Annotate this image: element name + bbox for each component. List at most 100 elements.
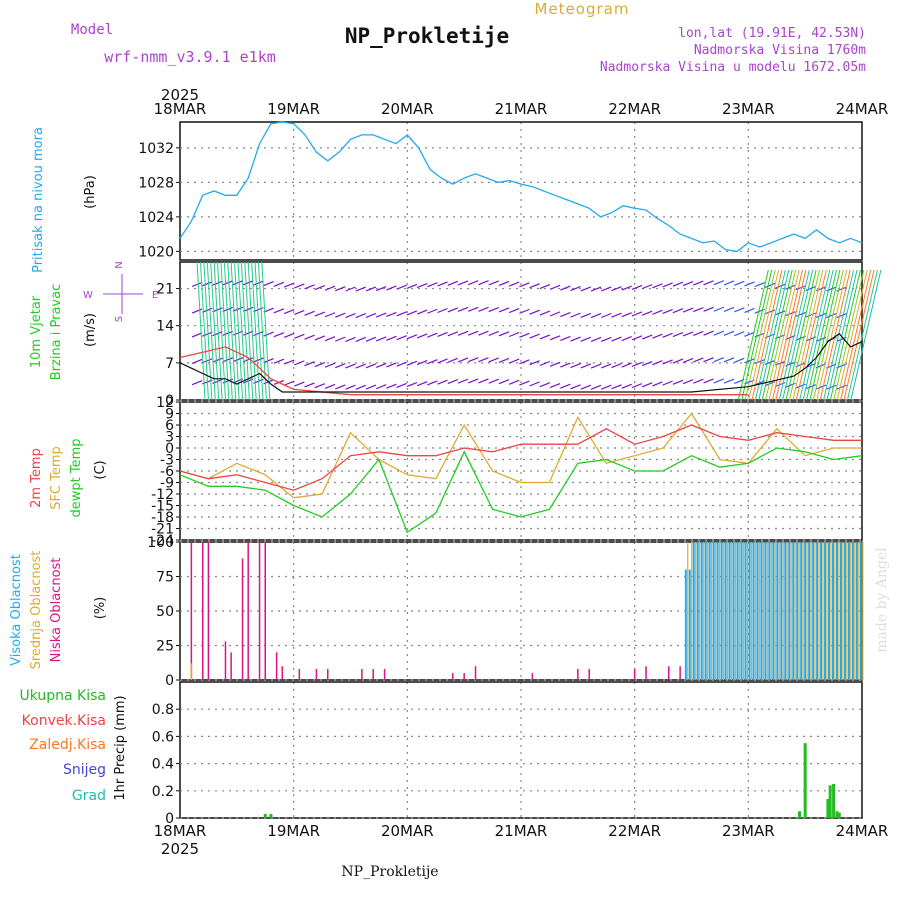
wind-title-line2: Brzina i Pravac [49, 284, 64, 381]
wind-barb-multi [771, 269, 803, 401]
wind-arrow [324, 383, 336, 389]
conv-precip-legend: Konvek.Kisa [22, 713, 106, 729]
wind-barb-multi [802, 269, 834, 401]
y-tick-label: -9 [160, 476, 174, 492]
pressure-line [179, 121, 863, 253]
wind-arrow [560, 383, 571, 389]
wind-arrow [723, 330, 735, 336]
wind-arrow [611, 286, 622, 292]
wind-arrow [590, 313, 602, 319]
wind-arrow [478, 330, 489, 336]
wind-arrow [457, 280, 469, 286]
wind-arrow [682, 280, 694, 287]
wind-arrow [427, 332, 438, 338]
wind-arrow [478, 357, 489, 363]
wind-arrow [580, 384, 592, 390]
wind-gust-line [179, 346, 749, 396]
wind-arrow [212, 357, 223, 363]
compass-north: N [114, 261, 125, 268]
wind-arrow [375, 336, 387, 342]
wind-arrow [580, 286, 592, 292]
wind-barb-green [247, 261, 257, 401]
wind-arrow [386, 311, 397, 318]
pressure-unit: (hPa) [83, 175, 98, 209]
wind-arrow [549, 382, 561, 389]
wind-arrow [314, 284, 326, 291]
wind-arrow [335, 336, 346, 342]
wind-arrow [703, 280, 714, 286]
wind-arrow [314, 311, 326, 317]
wind-arrow [253, 330, 264, 337]
wind-arrow [529, 360, 540, 366]
wind-arrow [304, 284, 315, 290]
wind-arrow [447, 378, 459, 385]
wind-arrow [498, 379, 510, 385]
wind-arrow [693, 357, 704, 363]
precip-bar [826, 798, 830, 818]
wind-speed-line [179, 332, 863, 393]
wind-arrow [570, 336, 581, 342]
wind-arrow [560, 285, 571, 291]
wind-arrow [631, 284, 643, 290]
wind-barb-green [220, 261, 230, 401]
y-tick-label: 0.2 [152, 784, 174, 800]
y-tick-label: 25 [156, 639, 174, 655]
wind-arrow [713, 306, 725, 312]
x-tick-bottom: 18MAR [154, 822, 207, 840]
wind-arrow [529, 381, 540, 387]
wind-arrow [437, 379, 448, 385]
wind-arrow [232, 357, 244, 363]
wind-barb-multi [788, 269, 820, 401]
freezing-precip-legend: Zaledj.Kisa [29, 737, 106, 753]
wind-arrow [222, 357, 233, 363]
wind-arrow [365, 312, 377, 318]
wind-arrow [519, 308, 530, 314]
wind-arrow [805, 312, 817, 318]
dewpt-temp-line [179, 447, 863, 534]
wind-arrow [242, 280, 254, 286]
wind-arrow [744, 358, 755, 364]
wind-arrow [754, 359, 765, 365]
wind-arrow [590, 286, 602, 292]
wind-arrow [723, 357, 735, 363]
wind-arrow [498, 280, 510, 286]
wind-arrow [652, 309, 663, 315]
wind-arrow [652, 333, 663, 339]
wind-arrow [815, 384, 827, 390]
wind-arrow [191, 358, 203, 365]
y-tick-label: -12 [151, 487, 174, 503]
wind-arrow [764, 282, 776, 289]
sfc-temp-line [179, 412, 862, 499]
precip-bar [835, 811, 839, 818]
wind-unit: (m/s) [83, 313, 98, 347]
y-tick-label: 14 [156, 319, 174, 335]
wind-barb-multi [775, 269, 807, 401]
wind-barb-multi [843, 269, 875, 401]
wind-arrow [601, 336, 612, 342]
wind-arrow [212, 331, 223, 337]
wind-arrow [682, 357, 694, 364]
wind-arrow [621, 335, 632, 342]
wind-arrow [488, 280, 499, 286]
wind-arrow [191, 332, 203, 338]
wind-arrow [406, 382, 418, 388]
wind-arrow [406, 360, 418, 366]
wind-arrow [601, 384, 612, 390]
wind-arrow [437, 358, 448, 364]
wind-arrow [785, 284, 796, 290]
wind-arrow [498, 357, 510, 363]
wind-arrow [273, 281, 285, 287]
y-tick-label: 21 [156, 282, 174, 298]
wind-barb-multi [819, 269, 851, 401]
wind-arrow [693, 330, 704, 337]
hail-legend: Grad [72, 788, 106, 804]
wind-arrow [734, 307, 745, 313]
wind-arrow [294, 333, 305, 339]
wind-arrow [253, 280, 264, 286]
wind-arrow [406, 334, 418, 340]
wind-arrow [508, 358, 520, 364]
wind-arrow [641, 284, 653, 290]
wind-barb-green [223, 261, 233, 401]
wind-arrow [703, 357, 714, 363]
wind-arrow [508, 308, 520, 314]
